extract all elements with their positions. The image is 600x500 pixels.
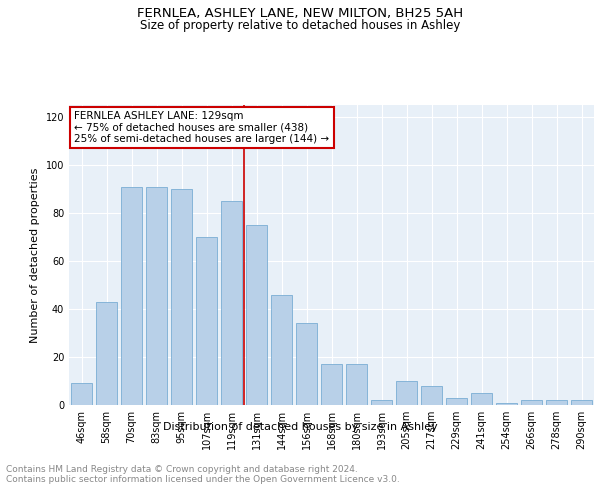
Bar: [396, 381, 417, 405]
Bar: [296, 324, 317, 405]
Bar: [471, 393, 492, 405]
Text: Size of property relative to detached houses in Ashley: Size of property relative to detached ho…: [140, 19, 460, 32]
Bar: [196, 237, 217, 405]
Y-axis label: Number of detached properties: Number of detached properties: [30, 168, 40, 342]
Bar: [446, 398, 467, 405]
Text: Contains HM Land Registry data © Crown copyright and database right 2024.
Contai: Contains HM Land Registry data © Crown c…: [6, 465, 400, 484]
Bar: [496, 402, 517, 405]
Text: FERNLEA ASHLEY LANE: 129sqm
← 75% of detached houses are smaller (438)
25% of se: FERNLEA ASHLEY LANE: 129sqm ← 75% of det…: [74, 111, 329, 144]
Bar: [96, 302, 117, 405]
Bar: [546, 400, 567, 405]
Bar: [571, 400, 592, 405]
Bar: [121, 186, 142, 405]
Bar: [371, 400, 392, 405]
Bar: [171, 189, 192, 405]
Bar: [71, 384, 92, 405]
Bar: [346, 364, 367, 405]
Bar: [421, 386, 442, 405]
Bar: [246, 225, 267, 405]
Bar: [221, 201, 242, 405]
Bar: [271, 294, 292, 405]
Bar: [321, 364, 342, 405]
Text: Distribution of detached houses by size in Ashley: Distribution of detached houses by size …: [163, 422, 437, 432]
Bar: [146, 186, 167, 405]
Text: FERNLEA, ASHLEY LANE, NEW MILTON, BH25 5AH: FERNLEA, ASHLEY LANE, NEW MILTON, BH25 5…: [137, 8, 463, 20]
Bar: [521, 400, 542, 405]
